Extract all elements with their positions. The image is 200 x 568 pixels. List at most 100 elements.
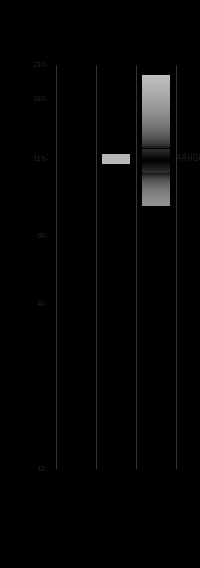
Bar — [142, 205, 170, 206]
Bar — [142, 114, 170, 115]
Bar — [142, 186, 170, 187]
Bar — [142, 150, 170, 151]
Bar — [142, 161, 170, 162]
Bar — [142, 97, 170, 98]
Bar — [142, 122, 170, 123]
Bar — [142, 91, 170, 92]
Bar — [142, 105, 170, 106]
Bar — [142, 120, 170, 121]
Bar — [142, 154, 170, 155]
Bar — [142, 132, 170, 133]
Bar — [142, 173, 170, 174]
Bar — [142, 195, 170, 197]
Bar — [142, 136, 170, 137]
Bar — [142, 181, 170, 182]
Bar — [142, 189, 170, 190]
Bar — [142, 98, 170, 99]
Bar — [142, 116, 170, 118]
Text: 116-: 116- — [32, 156, 48, 162]
Bar — [142, 164, 170, 165]
Bar — [142, 193, 170, 194]
Bar — [142, 144, 170, 145]
Bar — [142, 198, 170, 199]
Bar — [142, 103, 170, 104]
Bar — [142, 90, 170, 91]
Text: 180-: 180- — [32, 96, 48, 102]
Bar — [142, 131, 170, 132]
Bar — [142, 100, 170, 101]
Bar — [142, 119, 170, 120]
Bar — [142, 121, 170, 122]
Bar — [142, 187, 170, 188]
Bar — [142, 74, 170, 75]
Bar — [142, 81, 170, 82]
Bar — [142, 176, 170, 177]
Bar — [142, 108, 170, 110]
Bar — [142, 147, 170, 148]
Bar — [142, 76, 170, 77]
Bar — [142, 182, 170, 183]
Bar — [142, 85, 170, 86]
Bar — [142, 115, 170, 116]
Bar — [142, 94, 170, 95]
Bar — [142, 135, 170, 136]
Bar — [142, 123, 170, 124]
Bar — [142, 175, 170, 176]
Bar — [142, 197, 170, 198]
Bar — [142, 157, 170, 158]
Bar — [142, 204, 170, 205]
Bar — [142, 82, 170, 83]
Bar — [142, 78, 170, 79]
Bar — [142, 87, 170, 89]
Bar — [142, 145, 170, 147]
Bar — [142, 149, 170, 150]
Bar — [142, 83, 170, 85]
Bar — [142, 118, 170, 119]
Bar — [142, 89, 170, 90]
Bar — [102, 154, 130, 164]
Bar — [142, 101, 170, 102]
Bar — [142, 110, 170, 111]
Bar — [142, 160, 170, 161]
Bar — [142, 77, 170, 78]
Bar — [142, 126, 170, 127]
Bar — [142, 168, 170, 169]
Bar — [142, 95, 170, 96]
Bar — [142, 130, 170, 131]
Bar — [142, 96, 170, 97]
Bar — [142, 156, 170, 157]
Bar — [142, 152, 170, 153]
Bar — [142, 127, 170, 128]
Bar — [142, 124, 170, 125]
Bar — [142, 159, 170, 160]
Bar — [142, 79, 170, 80]
Bar — [142, 188, 170, 189]
Bar — [142, 151, 170, 152]
Bar — [142, 104, 170, 105]
Bar — [142, 148, 170, 149]
Bar — [142, 162, 170, 164]
Bar — [142, 170, 170, 172]
Bar — [142, 202, 170, 203]
Text: 66-: 66- — [36, 233, 48, 239]
Bar — [142, 199, 170, 201]
Bar — [142, 166, 170, 168]
Bar — [142, 75, 170, 76]
Bar — [142, 191, 170, 193]
Bar — [142, 140, 170, 141]
Bar — [142, 203, 170, 204]
Bar — [142, 185, 170, 186]
Bar — [142, 190, 170, 191]
Text: 12-: 12- — [37, 466, 48, 471]
Bar — [142, 180, 170, 181]
Bar — [142, 141, 170, 143]
Bar — [142, 143, 170, 144]
Bar — [142, 107, 170, 108]
Bar — [142, 139, 170, 140]
Bar — [142, 112, 170, 114]
Text: 230-: 230- — [32, 62, 48, 68]
Text: ARHGEF2: ARHGEF2 — [174, 154, 200, 163]
Bar — [142, 86, 170, 87]
Bar — [142, 194, 170, 195]
Bar — [142, 184, 170, 185]
